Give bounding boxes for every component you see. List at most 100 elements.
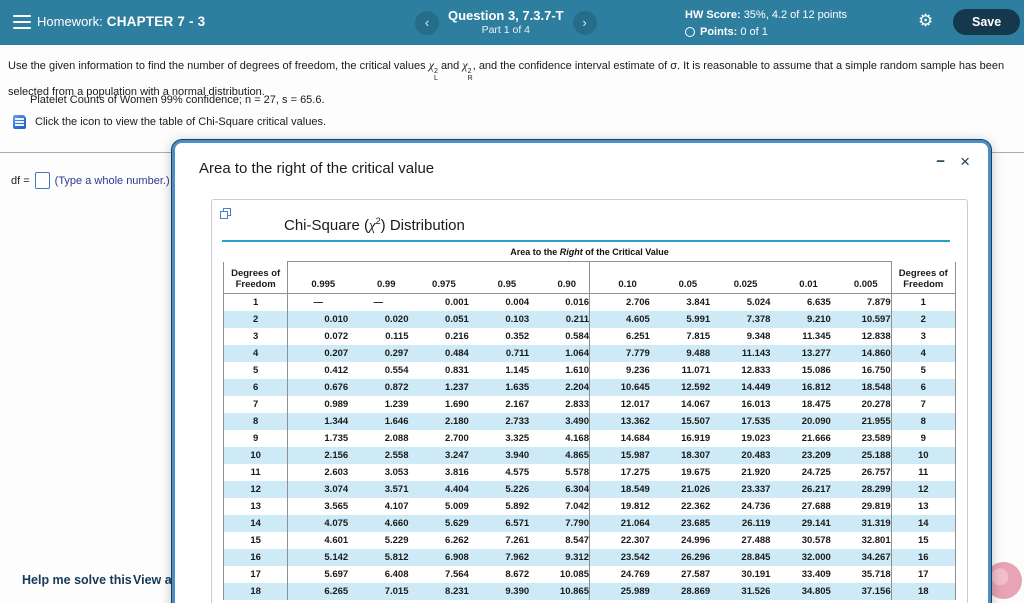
prev-question-button[interactable]: ‹	[415, 10, 439, 35]
value-cell: 28.845	[741, 551, 771, 563]
value-cell: 7.015	[384, 585, 409, 597]
problem-statement: Use the given information to find the nu…	[8, 58, 1005, 98]
value-cell: 5.629	[445, 517, 469, 529]
table-row: 8 1.344 1.646 2.180 2.733 3.490 13.362 15.507 17…	[223, 412, 956, 430]
df-cell: 10	[250, 449, 261, 461]
value-cell: 0.484	[445, 347, 469, 359]
df-cell: 13	[918, 500, 929, 512]
value-cell: 27.587	[681, 568, 711, 580]
value-cell: 0.072	[287, 327, 349, 345]
table-subtitle: Area to the Right of the Critical Value	[510, 247, 669, 257]
given-data-line: Platelet Counts of Women 99% confidence;…	[30, 94, 325, 106]
value-cell: 19.023	[741, 432, 771, 444]
menu-icon[interactable]	[13, 15, 31, 29]
value-cell: 2.204	[529, 378, 590, 396]
popout-icon[interactable]	[220, 206, 231, 224]
value-cell: 2.167	[505, 398, 530, 410]
df-cell: 1	[253, 296, 259, 308]
value-cell: 16.013	[741, 398, 771, 410]
chi-square-table: Degrees of Freedom 0.995 0.99 0.975 0.95 0.90 0…	[223, 261, 956, 600]
value-cell: 12.838	[830, 327, 892, 345]
value-cell: 3.571	[384, 483, 409, 495]
value-cell: 1.064	[529, 344, 590, 362]
modal-title: Area to the right of the critical value	[199, 160, 435, 177]
value-cell: 3.247	[445, 449, 469, 461]
value-cell: 7.779	[626, 347, 650, 359]
df-cell: 14	[250, 517, 261, 529]
value-cell: 34.805	[801, 585, 831, 597]
top-header-bar: Homework: CHAPTER 7 - 3 ‹ Question 3, 7.3…	[0, 0, 1024, 45]
value-cell: 18.475	[801, 398, 831, 410]
value-cell: 3.490	[529, 412, 590, 430]
value-cell: 8.547	[529, 531, 590, 549]
value-cell: 0.016	[529, 293, 590, 311]
value-cell: 5.812	[384, 551, 409, 563]
close-icon[interactable]: ×	[960, 152, 970, 171]
minimize-icon[interactable]: −	[936, 153, 946, 170]
value-cell: 31.319	[830, 514, 892, 532]
df-cell: 18	[250, 585, 261, 597]
value-cell: 28.299	[830, 480, 892, 498]
value-cell: 20.090	[801, 415, 831, 427]
value-cell: 19.812	[620, 500, 650, 512]
df-cell: 12	[250, 483, 261, 495]
value-cell: 21.064	[620, 517, 650, 529]
col-header-0.90: 0.90	[529, 261, 590, 294]
value-cell: 0.115	[385, 330, 409, 342]
value-cell: 4.168	[529, 429, 590, 447]
value-cell: 26.296	[681, 551, 711, 563]
value-cell: 6.265	[287, 582, 349, 600]
col-header-0.99: 0.99	[348, 261, 409, 294]
col-header-0.05: 0.05	[649, 261, 711, 294]
hw-score: HW Score: 35%, 4.2 of 12 points	[685, 9, 848, 21]
value-cell: 12.592	[681, 381, 711, 393]
homework-title: Homework: CHAPTER 7 - 3	[37, 14, 205, 29]
value-cell: 2.833	[529, 395, 590, 413]
value-cell: 4.605	[626, 313, 650, 325]
value-cell: 9.312	[529, 548, 590, 566]
chi-square-table-card: Chi-Square (χ2) Distribution Area to the…	[211, 199, 968, 603]
table-row: 14 4.075 4.660 5.629 6.571 7.790 21.064 23.685 2…	[223, 514, 956, 532]
value-cell: 7.378	[746, 313, 771, 325]
table-row: 16 5.142 5.812 6.908 7.962 9.312 23.542 26.296 2…	[223, 548, 956, 566]
col-header-0.025: 0.025	[710, 261, 771, 294]
value-cell: 26.119	[741, 517, 771, 529]
value-cell: 12.017	[620, 398, 650, 410]
value-cell: 0.216	[445, 330, 469, 342]
save-button[interactable]: Save	[953, 9, 1021, 35]
value-cell: 14.449	[741, 381, 771, 393]
value-cell: 10.597	[830, 310, 892, 328]
help-me-solve-this-link[interactable]: Help me solve this	[22, 573, 132, 587]
df-cell: 3	[920, 330, 926, 342]
chi-square-table-icon[interactable]	[13, 115, 26, 129]
df-input[interactable]	[34, 172, 50, 189]
table-row: 15 4.601 5.229 6.262 7.261 8.547 22.307 24.996 2…	[224, 531, 956, 549]
value-cell: 11.143	[741, 347, 771, 359]
table-row: 17 5.697 6.408 7.564 8.672 10.085 24.769 27.587…	[224, 565, 956, 583]
value-cell: 21.026	[681, 483, 711, 495]
next-question-button[interactable]: ›	[572, 10, 597, 35]
value-cell: 14.067	[681, 398, 711, 410]
df-cell: 6	[920, 381, 926, 393]
value-cell: 30.191	[741, 568, 771, 580]
value-cell: 6.571	[505, 517, 530, 529]
value-cell: 1.690	[445, 398, 469, 410]
value-cell: 7.879	[830, 293, 892, 311]
value-cell: 7.564	[445, 568, 469, 580]
value-cell: 4.865	[529, 446, 590, 464]
value-cell: 37.156	[830, 582, 892, 600]
value-cell: 24.736	[741, 500, 771, 512]
value-cell: 18.548	[830, 378, 892, 396]
value-cell: 22.307	[620, 534, 650, 546]
value-cell: 13.277	[801, 347, 831, 359]
view-an-example-link[interactable]: View a	[133, 573, 172, 587]
value-cell: 9.348	[746, 330, 771, 342]
gear-icon[interactable]: ⚙	[918, 11, 934, 30]
table-row: 2 0.010 0.020 0.051 0.103 0.211 4.605 5.991 7.37…	[223, 310, 956, 328]
value-cell: 32.801	[830, 531, 892, 549]
floating-action-button[interactable]	[985, 562, 1022, 599]
col-header-degrees-of-freedom: Degrees of Freedom	[231, 268, 281, 290]
value-cell: 5.697	[287, 565, 349, 583]
